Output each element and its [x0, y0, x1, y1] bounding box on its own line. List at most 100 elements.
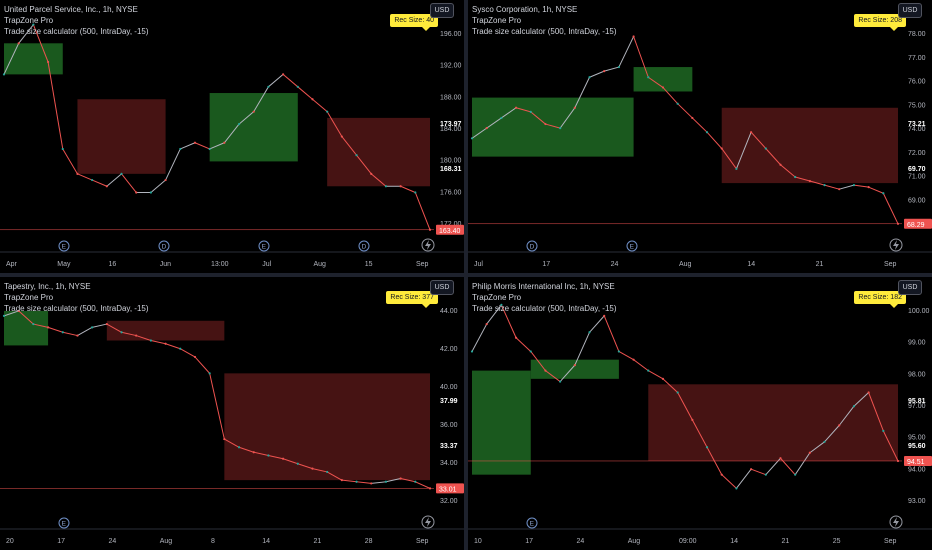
price-segment-22	[312, 98, 328, 113]
price-segment-29	[882, 193, 899, 225]
price-point-10	[617, 350, 620, 353]
alert-lightning-icon	[889, 515, 903, 529]
calculator-name[interactable]: Trade size calculator (500, IntraDay, -1…	[472, 304, 617, 313]
price-segment-16	[224, 438, 240, 448]
price-segment-23	[326, 471, 343, 481]
time-tick-label: 21	[782, 538, 790, 545]
price-segment-15	[677, 103, 693, 119]
price-segment-5	[62, 331, 78, 337]
price-segment-13	[648, 370, 664, 380]
price-segment-21	[765, 148, 781, 166]
symbol-title[interactable]: Sysco Corporation, 1h, NYSE	[472, 5, 578, 14]
symbol-title[interactable]: United Parcel Service, Inc., 1h, NYSE	[4, 5, 138, 14]
last-price-label: 94.51	[907, 459, 925, 466]
price-segment-12	[165, 343, 181, 350]
price-point-17	[252, 110, 255, 113]
support-zone-0	[472, 370, 531, 475]
chart-pane-tapestry[interactable]: 44.00 42.00 40.00 36.00 34.00 32.00 37.99 33.37…	[0, 277, 464, 550]
currency-button[interactable]: USD	[430, 3, 454, 18]
time-tick-label: 17	[525, 538, 533, 545]
price-point-12	[647, 369, 650, 372]
symbol-title[interactable]: Tapestry, Inc., 1h, NYSE	[4, 282, 91, 291]
time-tick-label: 21	[816, 261, 824, 268]
price-segment-24	[809, 441, 825, 454]
price-segment-18	[721, 148, 737, 170]
price-tick-label: 172.00	[440, 221, 462, 228]
chart-canvas[interactable]: 78.00 77.00 76.00 75.00 74.00 72.00 71.00 69.00…	[468, 0, 932, 273]
price-marker-label: 37.99	[440, 398, 458, 405]
chart-canvas[interactable]: 44.00 42.00 40.00 36.00 34.00 32.00 37.99 33.37…	[0, 277, 464, 550]
horizontal-divider[interactable]	[0, 273, 932, 277]
last-price-tag	[904, 455, 932, 466]
price-segment-13	[180, 348, 196, 358]
price-point-14	[208, 372, 211, 375]
price-point-3	[46, 326, 50, 329]
indicator-name[interactable]: TrapZone Pro	[4, 293, 54, 302]
chart-pane-sysco[interactable]: 78.00 77.00 76.00 75.00 74.00 72.00 71.00 69.00…	[468, 0, 932, 273]
price-marker-label: 95.60	[908, 443, 926, 450]
price-segment-5	[62, 148, 78, 175]
price-point-20	[296, 85, 299, 88]
price-tick-label: 32.00	[440, 498, 458, 505]
support-zone-1	[530, 359, 619, 379]
lightning-glyph	[425, 240, 431, 250]
indicator-name[interactable]: TrapZone Pro	[4, 16, 54, 25]
time-tick-label: 14	[262, 538, 270, 545]
alert-lightning-icon	[889, 238, 903, 252]
calculator-name[interactable]: Trade size calculator (500, IntraDay, -1…	[4, 27, 149, 36]
price-segment-28	[868, 392, 884, 432]
chart-canvas[interactable]: 100.00 99.00 98.00 97.00 95.00 94.00 93.00 95.8…	[468, 277, 932, 550]
resistance-zone-2	[721, 107, 898, 184]
price-segment-1	[3, 43, 20, 75]
time-tick-label: 15	[365, 261, 373, 268]
symbol-title[interactable]: Philip Morris International Inc, 1h, NYS…	[472, 282, 615, 291]
price-segment-3	[32, 24, 49, 63]
price-point-23	[808, 179, 811, 183]
price-point-24	[823, 184, 826, 187]
last-price-tag	[904, 218, 932, 229]
currency-button[interactable]: USD	[898, 280, 922, 295]
price-segment-17	[706, 131, 723, 149]
price-tick-label: 72.00	[908, 150, 926, 157]
price-segment-26	[371, 481, 386, 484]
price-segment-15	[677, 392, 693, 421]
price-segment-19	[736, 468, 752, 489]
price-axis	[902, 277, 932, 550]
currency-button[interactable]: USD	[898, 3, 922, 18]
price-point-7	[573, 364, 576, 367]
price-segment-25	[824, 184, 840, 190]
price-segment-8	[574, 77, 590, 108]
resistance-zone-1	[77, 99, 166, 174]
price-point-12	[647, 76, 650, 79]
price-point-7	[105, 185, 108, 188]
calculator-name[interactable]: Trade size calculator (500, IntraDay, -1…	[4, 304, 149, 313]
event-icon	[358, 240, 370, 252]
price-tick-label: 93.00	[908, 498, 926, 505]
time-tick-label: Sep	[416, 261, 429, 268]
chart-pane-ups[interactable]: 196.00 192.00 188.00 184.00 180.00 176.00 172.…	[0, 0, 464, 273]
price-point-21	[311, 98, 314, 101]
price-point-15	[223, 437, 226, 441]
price-segment-22	[312, 468, 328, 473]
price-point-28	[882, 192, 885, 195]
last-price-tag	[436, 224, 464, 235]
price-point-2	[32, 322, 35, 326]
price-segment-19	[268, 73, 284, 88]
price-point-24	[355, 480, 358, 483]
price-tick-label: 77.00	[908, 55, 926, 62]
indicator-name[interactable]: TrapZone Pro	[472, 16, 522, 25]
price-segment-7	[91, 179, 108, 187]
support-zone-2	[209, 93, 298, 162]
price-point-21	[779, 163, 782, 166]
price-point-18	[735, 167, 738, 170]
chart-canvas[interactable]: 196.00 192.00 188.00 184.00 180.00 176.00 172.…	[0, 0, 464, 273]
time-tick-label: 17	[542, 261, 550, 268]
calculator-name[interactable]: Trade size calculator (500, IntraDay, -1…	[472, 27, 617, 36]
time-tick-label: 17	[57, 538, 65, 545]
currency-button[interactable]: USD	[430, 280, 454, 295]
price-segment-2	[18, 310, 34, 325]
chart-pane-philip-morris[interactable]: 100.00 99.00 98.00 97.00 95.00 94.00 93.00 95.8…	[468, 277, 932, 550]
indicator-name[interactable]: TrapZone Pro	[472, 293, 522, 302]
price-point-16	[705, 446, 709, 449]
price-point-13	[661, 377, 665, 380]
